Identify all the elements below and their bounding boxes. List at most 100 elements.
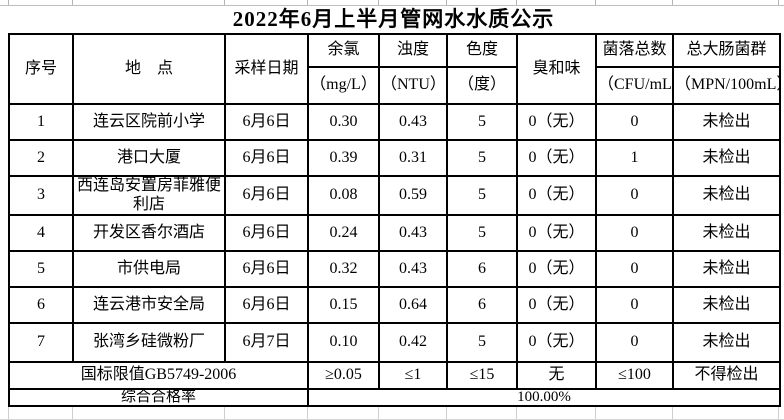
cell-location[interactable]: 港口大厦 — [72, 139, 226, 177]
cell-turbidity[interactable]: 0.43 — [378, 214, 448, 252]
header-date[interactable]: 采样日期 — [224, 33, 309, 105]
table-row: 2 港口大厦 6月6日 0.39 0.31 5 0（无） 1 未检出 — [8, 139, 781, 177]
unit-color[interactable]: （度） — [446, 66, 518, 105]
limit-colony[interactable]: ≤100 — [595, 361, 674, 390]
limit-turbidity[interactable]: ≤1 — [378, 361, 448, 390]
header-colony[interactable]: 菌落总数 — [595, 33, 674, 68]
limits-row: 国标限值GB5749-2006 ≥0.05 ≤1 ≤15 无 ≤100 不得检出 — [8, 361, 781, 390]
header-turbidity[interactable]: 浊度 — [378, 33, 448, 68]
cell-seq[interactable]: 3 — [8, 175, 74, 216]
cell-seq[interactable]: 4 — [8, 214, 74, 252]
cell-color[interactable]: 6 — [446, 286, 518, 324]
cell-turbidity[interactable]: 0.43 — [378, 250, 448, 288]
header-coliform[interactable]: 总大肠菌群 — [672, 33, 781, 68]
cell-date[interactable]: 6月6日 — [224, 286, 309, 324]
pass-rate-label[interactable]: 综合合格率 — [8, 388, 309, 407]
cell-coliform[interactable]: 未检出 — [672, 139, 781, 177]
cell-seq[interactable]: 7 — [8, 322, 74, 363]
cell-colony[interactable]: 0 — [595, 103, 674, 141]
cell-location[interactable]: 连云港市安全局 — [72, 286, 226, 324]
cell-location[interactable]: 连云区院前小学 — [72, 103, 226, 141]
cell-color[interactable]: 5 — [446, 214, 518, 252]
cell-chlorine[interactable]: 0.24 — [307, 214, 380, 252]
page-title[interactable]: 2022年6月上半月管网水水质公示 — [232, 7, 555, 31]
cell-colony[interactable]: 0 — [595, 322, 674, 363]
cell-odor[interactable]: 0（无） — [516, 175, 597, 216]
pass-rate-value[interactable]: 100.00% — [307, 388, 781, 407]
header-color[interactable]: 色度 — [446, 33, 518, 68]
cell-color[interactable]: 6 — [446, 250, 518, 288]
unit-colony[interactable]: （CFU/mL） — [595, 66, 674, 105]
cell-chlorine[interactable]: 0.30 — [307, 103, 380, 141]
table-row: 6 连云港市安全局 6月6日 0.15 0.64 6 0（无） 0 未检出 — [8, 286, 781, 324]
cell-colony[interactable]: 1 — [595, 139, 674, 177]
cell-seq[interactable]: 2 — [8, 139, 74, 177]
cell-date[interactable]: 6月6日 — [224, 103, 309, 141]
table-row: 3 西连岛安置房菲雅便利店 6月6日 0.08 0.59 5 0（无） 0 未检… — [8, 175, 781, 216]
cell-color[interactable]: 5 — [446, 139, 518, 177]
cell-odor[interactable]: 0（无） — [516, 103, 597, 141]
header-seq[interactable]: 序号 — [8, 33, 74, 105]
cell-chlorine[interactable]: 0.32 — [307, 250, 380, 288]
cell-colony[interactable]: 0 — [595, 286, 674, 324]
cell-colony[interactable]: 0 — [595, 175, 674, 216]
limit-odor[interactable]: 无 — [516, 361, 597, 390]
cell-odor[interactable]: 0（无） — [516, 139, 597, 177]
cell-color[interactable]: 5 — [446, 322, 518, 363]
cell-seq[interactable]: 5 — [8, 250, 74, 288]
unit-chlorine[interactable]: （mg/L） — [307, 66, 380, 105]
cell-coliform[interactable]: 未检出 — [672, 322, 781, 363]
table-row: 7 张湾乡硅微粉厂 6月7日 0.10 0.42 5 0（无） 0 未检出 — [8, 322, 781, 363]
cell-coliform[interactable]: 未检出 — [672, 250, 781, 288]
cell-date[interactable]: 6月6日 — [224, 250, 309, 288]
cell-color[interactable]: 5 — [446, 103, 518, 141]
sheet-gridline-strip-bottom — [0, 407, 784, 420]
cell-date[interactable]: 6月7日 — [224, 322, 309, 363]
cell-location[interactable]: 开发区香尔酒店 — [72, 214, 226, 252]
header-row-units: （mg/L） （NTU） （度） （CFU/mL） （MPN/100mL） — [9, 66, 781, 105]
header-chlorine[interactable]: 余氯 — [307, 33, 380, 68]
limit-coliform[interactable]: 不得检出 — [672, 361, 781, 390]
header-location[interactable]: 地 点 — [72, 33, 226, 105]
unit-coliform[interactable]: （MPN/100mL） — [672, 66, 781, 105]
unit-turbidity[interactable]: （NTU） — [378, 66, 448, 105]
cell-coliform[interactable]: 未检出 — [672, 286, 781, 324]
pass-rate-row: 综合合格率 100.00% — [8, 388, 781, 407]
table-row: 4 开发区香尔酒店 6月6日 0.24 0.43 5 0（无） 0 未检出 — [8, 214, 781, 252]
cell-location[interactable]: 市供电局 — [72, 250, 226, 288]
cell-coliform[interactable]: 未检出 — [672, 103, 781, 141]
cell-date[interactable]: 6月6日 — [224, 139, 309, 177]
cell-date[interactable]: 6月6日 — [224, 214, 309, 252]
cell-turbidity[interactable]: 0.59 — [378, 175, 448, 216]
cell-location[interactable]: 张湾乡硅微粉厂 — [72, 322, 226, 363]
cell-seq[interactable]: 1 — [8, 103, 74, 141]
cell-color[interactable]: 5 — [446, 175, 518, 216]
cell-turbidity[interactable]: 0.64 — [378, 286, 448, 324]
cell-odor[interactable]: 0（无） — [516, 214, 597, 252]
water-quality-table: 序号 地 点 采样日期 余氯 浊度 色度 臭和味 菌落总数 总大肠菌群 （mg/… — [8, 33, 781, 407]
header-row-labels: 序号 地 点 采样日期 余氯 浊度 色度 臭和味 菌落总数 总大肠菌群 — [8, 33, 781, 105]
cell-date[interactable]: 6月6日 — [224, 175, 309, 216]
cell-chlorine[interactable]: 0.15 — [307, 286, 380, 324]
cell-turbidity[interactable]: 0.43 — [378, 103, 448, 141]
cell-chlorine[interactable]: 0.10 — [307, 322, 380, 363]
cell-colony[interactable]: 0 — [595, 250, 674, 288]
cell-odor[interactable]: 0（无） — [516, 286, 597, 324]
cell-turbidity[interactable]: 0.31 — [378, 139, 448, 177]
cell-coliform[interactable]: 未检出 — [672, 214, 781, 252]
cell-chlorine[interactable]: 0.08 — [307, 175, 380, 216]
table-row: 1 连云区院前小学 6月6日 0.30 0.43 5 0（无） 0 未检出 — [8, 103, 781, 141]
cell-coliform[interactable]: 未检出 — [672, 175, 781, 216]
limits-label[interactable]: 国标限值GB5749-2006 — [8, 361, 309, 390]
cell-turbidity[interactable]: 0.42 — [378, 322, 448, 363]
cell-odor[interactable]: 0（无） — [516, 250, 597, 288]
limit-color[interactable]: ≤15 — [446, 361, 518, 390]
cell-colony[interactable]: 0 — [595, 214, 674, 252]
cell-seq[interactable]: 6 — [8, 286, 74, 324]
header-odor[interactable]: 臭和味 — [516, 33, 597, 105]
cell-location[interactable]: 西连岛安置房菲雅便利店 — [72, 175, 226, 216]
limit-chlorine[interactable]: ≥0.05 — [307, 361, 380, 390]
cell-odor[interactable]: 0（无） — [516, 322, 597, 363]
cell-chlorine[interactable]: 0.39 — [307, 139, 380, 177]
